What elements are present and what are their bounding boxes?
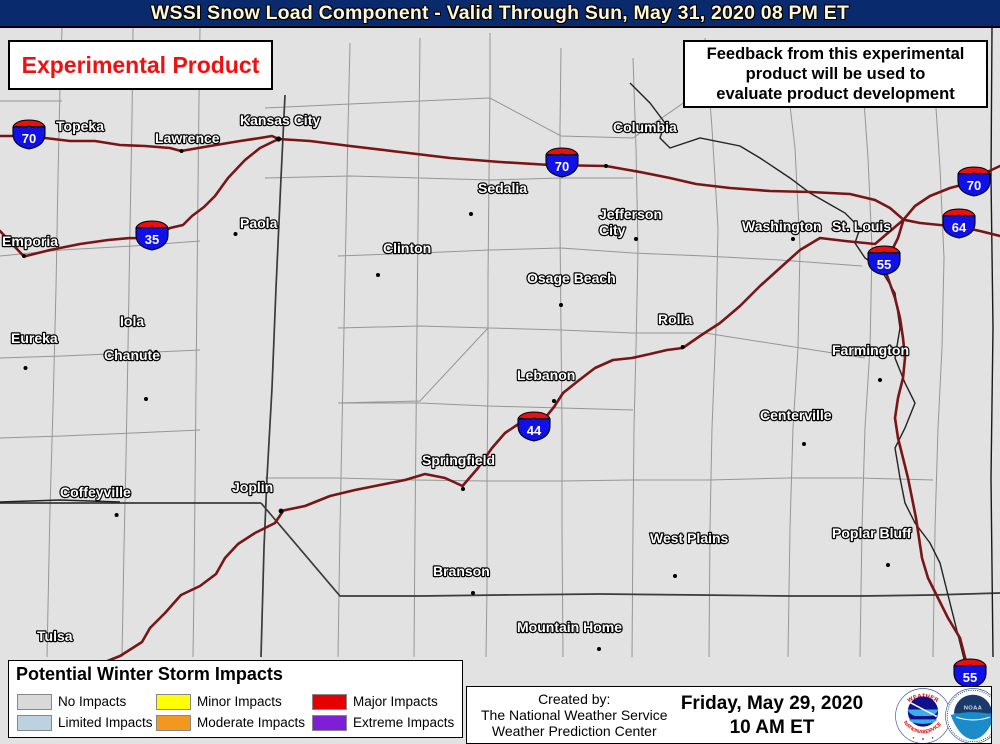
svg-text:Rolla: Rolla xyxy=(658,311,692,327)
svg-text:Branson: Branson xyxy=(433,563,490,579)
svg-text:Kansas City: Kansas City xyxy=(240,112,320,128)
svg-text:Columbia: Columbia xyxy=(613,119,677,135)
svg-text:70: 70 xyxy=(22,131,36,146)
svg-text:Chanute: Chanute xyxy=(104,347,160,363)
svg-text:Lawrence: Lawrence xyxy=(155,130,220,146)
svg-text:Emporia: Emporia xyxy=(2,233,58,249)
svg-text:Joplin: Joplin xyxy=(232,479,273,495)
svg-text:70: 70 xyxy=(555,159,569,174)
svg-text:Osage Beach: Osage Beach xyxy=(527,270,616,286)
svg-text:55: 55 xyxy=(877,257,891,272)
svg-text:Clinton: Clinton xyxy=(383,240,431,256)
svg-text:St. Louis: St. Louis xyxy=(832,218,891,234)
svg-text:Paola: Paola xyxy=(240,215,278,231)
svg-text:Poplar Bluff: Poplar Bluff xyxy=(832,525,912,541)
svg-text:Iola: Iola xyxy=(120,313,144,329)
svg-text:Tulsa: Tulsa xyxy=(37,628,73,644)
svg-text:64: 64 xyxy=(952,220,967,235)
svg-text:Centerville: Centerville xyxy=(760,407,832,423)
svg-text:Springfield: Springfield xyxy=(422,452,495,468)
svg-text:Jefferson: Jefferson xyxy=(599,206,662,222)
svg-text:Farmington: Farmington xyxy=(832,342,909,358)
svg-text:35: 35 xyxy=(145,232,159,247)
svg-text:West Plains: West Plains xyxy=(650,530,729,546)
svg-text:Coffeyville: Coffeyville xyxy=(60,484,131,500)
svg-text:Eureka: Eureka xyxy=(11,330,58,346)
svg-text:City: City xyxy=(599,222,626,238)
svg-text:NOAA: NOAA xyxy=(964,705,983,711)
svg-text:70: 70 xyxy=(967,178,981,193)
svg-text:Sedalia: Sedalia xyxy=(478,180,527,196)
svg-text:Lebanon: Lebanon xyxy=(517,367,575,383)
svg-text:44: 44 xyxy=(527,423,542,438)
svg-text:55: 55 xyxy=(963,670,977,685)
svg-text:Topeka: Topeka xyxy=(56,118,104,134)
svg-text:Mountain Home: Mountain Home xyxy=(517,619,622,635)
svg-text:Washington: Washington xyxy=(742,218,822,234)
